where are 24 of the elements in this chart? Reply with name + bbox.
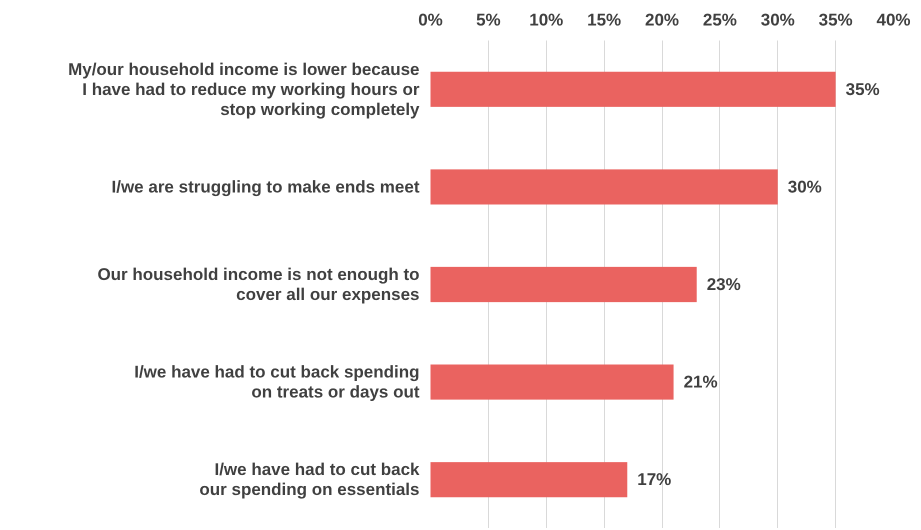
- y-tick-label: I/we are struggling to make ends meet: [112, 177, 420, 196]
- bar: [430, 364, 674, 400]
- bar: [430, 72, 836, 107]
- x-tick-label: 0%: [418, 10, 443, 30]
- data-label: 21%: [684, 372, 718, 392]
- x-tick-label: 25%: [702, 10, 737, 30]
- x-tick-label: 30%: [760, 10, 795, 30]
- x-tick-label: 15%: [587, 10, 622, 30]
- bar: [430, 169, 778, 204]
- y-tick-label: I/we have had to cut back spending on treats or days out: [134, 362, 420, 402]
- y-tick-label: My/our household income is lower because I have had to reduce my working hours or stop working completely: [68, 60, 420, 119]
- data-label: 17%: [637, 470, 672, 490]
- x-tick-label: 5%: [476, 10, 501, 30]
- x-tick-label: 10%: [529, 10, 564, 30]
- bar: [430, 462, 628, 498]
- data-label: 23%: [706, 275, 741, 294]
- data-label: 30%: [788, 177, 822, 196]
- x-tick-label: 20%: [644, 10, 680, 30]
- x-tick-label: 40%: [876, 10, 911, 30]
- data-label: 35%: [846, 80, 880, 99]
- x-tick-label: 35%: [818, 10, 853, 30]
- y-tick-label: I/we have had to cut back our spending on essentials: [199, 460, 420, 500]
- bar: [430, 266, 697, 302]
- y-tick-label: Our household income is not enough to cover all our expenses: [97, 265, 420, 304]
